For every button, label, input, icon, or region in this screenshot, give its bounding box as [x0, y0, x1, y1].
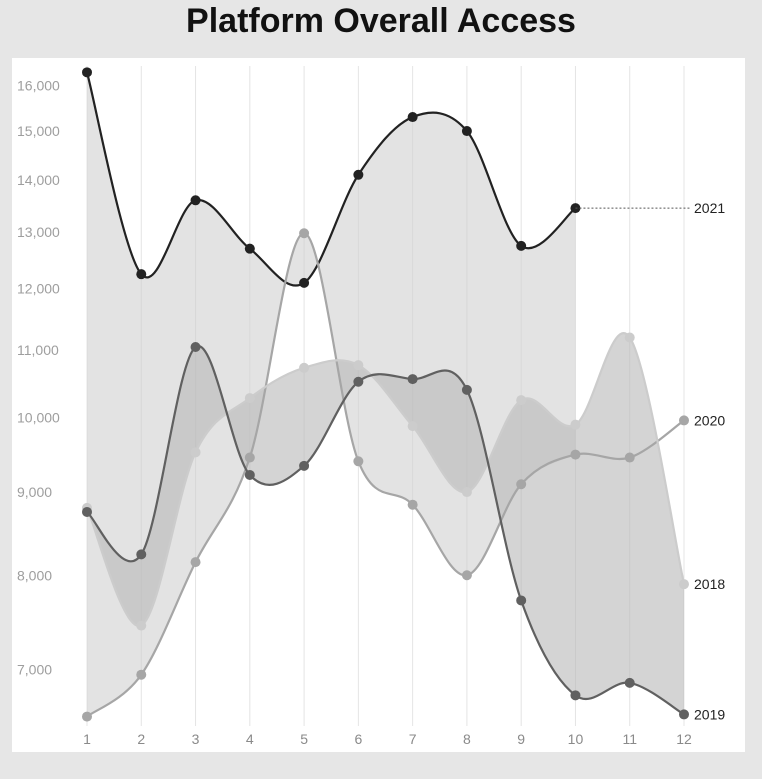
data-point-2018	[299, 362, 310, 373]
series-label-2019: 2019	[694, 706, 725, 722]
data-point-2020	[299, 228, 310, 239]
data-point-2019	[299, 460, 310, 471]
x-tick-label: 8	[463, 731, 471, 747]
series-labels: 2021 2020 2018 2019	[575, 200, 725, 722]
data-point-2019	[461, 384, 472, 395]
data-point-2018	[570, 419, 581, 430]
band-2	[87, 333, 684, 715]
y-tick-label: 9,000	[17, 484, 52, 500]
data-point-2020	[353, 456, 364, 467]
data-point-2021	[244, 243, 255, 254]
data-point-2021	[82, 67, 92, 78]
y-tick-label: 12,000	[17, 281, 60, 297]
data-point-2019	[570, 690, 581, 701]
series-points	[82, 67, 689, 722]
y-tick-label: 10,000	[17, 410, 60, 426]
data-point-2018	[353, 360, 364, 371]
data-point-2020	[244, 452, 255, 463]
y-tick-label: 7,000	[17, 662, 52, 678]
data-point-2021	[353, 169, 364, 180]
data-point-2018	[136, 620, 147, 631]
data-point-2021	[190, 195, 201, 206]
series-bands	[87, 72, 684, 717]
x-tick-label: 11	[622, 731, 637, 747]
y-tick-label: 13,000	[17, 224, 60, 240]
data-point-2018	[190, 447, 201, 458]
data-point-2019	[353, 376, 364, 387]
data-point-2020	[679, 415, 689, 426]
series-label-2021: 2021	[694, 200, 725, 216]
x-tick-label: 9	[517, 731, 525, 747]
data-point-2018	[461, 487, 472, 498]
x-tick-label: 2	[137, 731, 145, 747]
series-line-2019	[86, 345, 685, 716]
series-label-2020: 2020	[694, 412, 725, 428]
data-point-2020	[516, 479, 527, 490]
x-tick-label: 4	[246, 731, 254, 747]
x-tick-label: 1	[83, 731, 91, 747]
x-tick-label: 6	[354, 731, 362, 747]
data-point-2019	[407, 374, 418, 385]
x-tick-label: 3	[192, 731, 200, 747]
data-point-2019	[136, 549, 147, 560]
x-tick-label: 7	[409, 731, 417, 747]
x-tick-label: 10	[568, 731, 584, 747]
y-tick-label: 16,000	[17, 77, 60, 93]
x-axis: 1 2 3 4 5 6 7 8 9 10 11 12	[83, 731, 692, 747]
data-point-2018	[407, 421, 418, 432]
data-point-2021	[407, 112, 418, 123]
data-point-2019	[82, 506, 92, 517]
data-point-2020	[570, 449, 581, 460]
y-tick-label: 8,000	[17, 567, 52, 583]
series-line-2018	[86, 332, 686, 627]
data-point-2018	[244, 393, 255, 404]
data-point-2021	[461, 126, 472, 137]
series-label-2018: 2018	[694, 576, 725, 592]
data-point-2020	[461, 570, 472, 581]
chart-title: Platform Overall Access	[186, 2, 576, 40]
data-point-2020	[190, 557, 201, 568]
x-tick-label: 5	[300, 731, 308, 747]
data-point-2018	[624, 332, 635, 343]
data-point-2019	[624, 677, 635, 688]
y-axis: 7,000 8,000 9,000 10,000 11,000 12,000 13,000 1…	[17, 77, 60, 677]
y-tick-label: 11,000	[17, 342, 59, 358]
data-point-2021	[516, 240, 527, 251]
data-point-2018	[679, 579, 689, 590]
data-point-2020	[624, 452, 635, 463]
data-point-2020	[407, 499, 418, 510]
data-point-2019	[190, 342, 201, 353]
data-point-2019	[516, 595, 527, 606]
band-1	[87, 72, 576, 717]
data-point-2018	[516, 395, 527, 406]
data-point-2019	[679, 709, 689, 720]
x-tick-label: 12	[676, 731, 692, 747]
y-tick-label: 15,000	[17, 123, 60, 139]
data-point-2020	[82, 711, 92, 722]
data-point-2021	[136, 269, 147, 280]
data-point-2019	[244, 469, 255, 480]
data-point-2020	[136, 669, 147, 680]
y-tick-label: 14,000	[17, 172, 60, 188]
data-point-2021	[299, 277, 310, 288]
